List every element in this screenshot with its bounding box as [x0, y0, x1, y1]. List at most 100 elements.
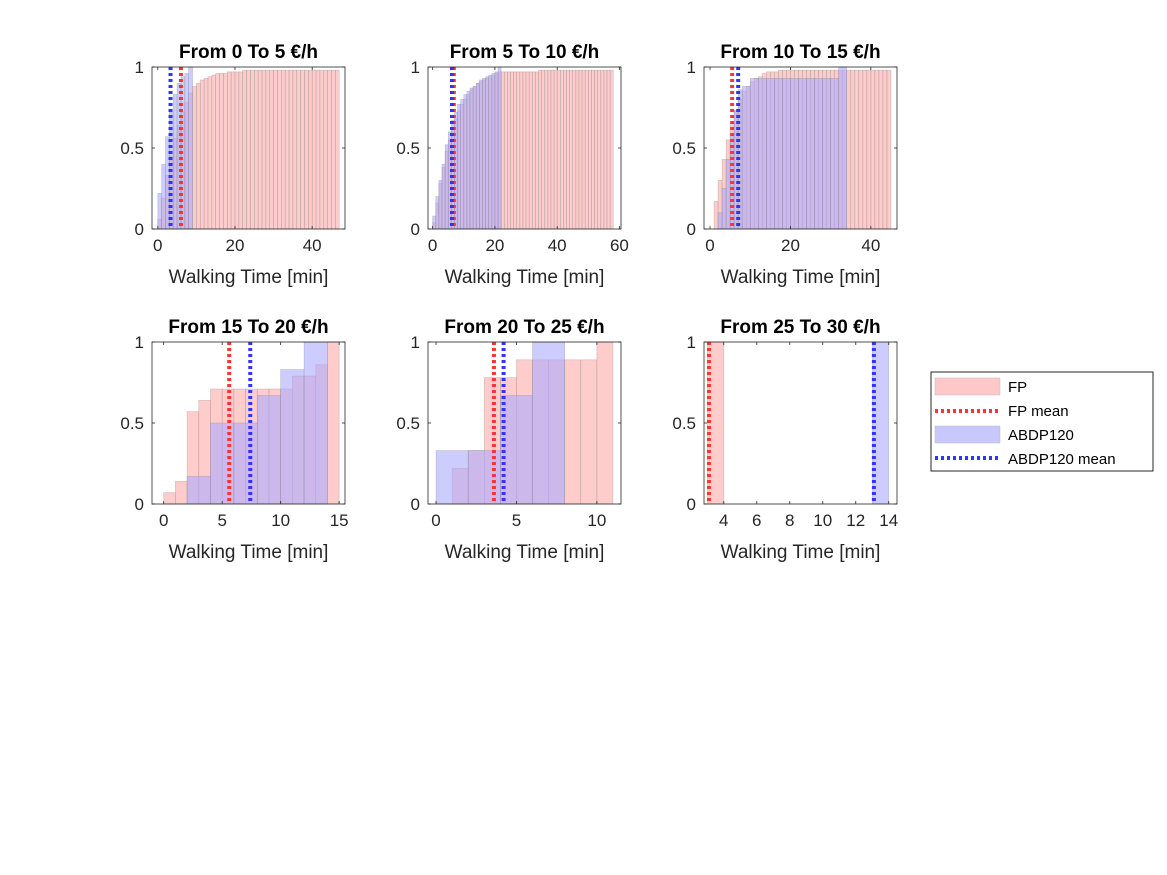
- bar: [319, 69, 325, 230]
- bar: [257, 69, 263, 230]
- bar: [541, 69, 546, 230]
- bar: [774, 78, 783, 230]
- panel-title: From 15 To 20 €/h: [168, 317, 328, 338]
- bar: [790, 78, 799, 230]
- bar: [233, 422, 258, 505]
- bar: [280, 369, 305, 505]
- bar: [457, 103, 461, 230]
- y-tick-label: 1: [411, 333, 420, 352]
- bar: [556, 69, 561, 230]
- plot-area: [704, 342, 897, 504]
- bar: [544, 69, 549, 230]
- bar: [256, 395, 281, 505]
- bar: [188, 66, 193, 230]
- bar: [870, 69, 876, 230]
- x-tick-label: 20: [781, 236, 800, 255]
- bar: [519, 71, 524, 230]
- bar: [535, 71, 539, 230]
- bar: [444, 144, 449, 230]
- x-tick-label: 10: [271, 511, 290, 530]
- bar: [491, 73, 496, 230]
- x-tick-label: 5: [512, 511, 521, 530]
- bar: [588, 69, 592, 230]
- legend-swatch-fp: [934, 377, 1001, 396]
- chart-panel-5: 0 5 10 0 0.5 1 From 20 To 25 €/h Walking Time […: [396, 317, 622, 563]
- x-axis-label: Walking Time [min]: [169, 542, 329, 563]
- bar: [749, 78, 759, 230]
- bar: [203, 78, 209, 230]
- bar: [858, 69, 864, 230]
- y-tick-label: 0.5: [672, 139, 696, 158]
- bar: [192, 86, 197, 230]
- bar: [572, 69, 577, 230]
- x-tick-label: 0: [153, 236, 162, 255]
- y-tick-label: 0: [411, 220, 420, 239]
- y-tick-label: 0.5: [672, 414, 696, 433]
- bar: [308, 69, 313, 230]
- bar: [494, 71, 499, 230]
- bar: [550, 69, 555, 230]
- bar: [862, 69, 868, 230]
- bar: [265, 69, 271, 230]
- bar: [219, 73, 224, 230]
- bar: [882, 69, 888, 230]
- bar: [822, 78, 831, 230]
- bar: [435, 196, 440, 230]
- bar: [223, 73, 228, 230]
- panel-title: From 10 To 15 €/h: [720, 42, 880, 63]
- bar: [596, 341, 614, 505]
- y-tick-label: 0.5: [396, 414, 420, 433]
- bar: [296, 69, 301, 230]
- bar: [485, 76, 490, 230]
- bar: [211, 74, 216, 230]
- bar: [581, 69, 586, 230]
- bar: [315, 69, 321, 230]
- x-tick-label: 6: [752, 511, 761, 530]
- y-tick-label: 1: [135, 58, 144, 77]
- bar: [303, 341, 328, 505]
- bar: [246, 69, 251, 230]
- bar: [850, 69, 856, 230]
- bar: [335, 69, 340, 230]
- x-axis-label: Walking Time [min]: [721, 542, 881, 563]
- chart-panel-1: 0 20 40 0 0.5 1 From 0 To 5 €/h Walking Time [m…: [120, 42, 346, 288]
- x-tick-label: 8: [785, 511, 794, 530]
- bar: [435, 450, 469, 505]
- bar: [516, 71, 521, 230]
- x-tick-label: 0: [705, 236, 714, 255]
- bar: [525, 71, 530, 230]
- bar: [563, 69, 567, 230]
- bar: [757, 78, 767, 230]
- bar: [161, 163, 166, 230]
- bar: [432, 215, 437, 230]
- legend-label-fp-mean: FP mean: [1008, 403, 1069, 420]
- legend-swatch-abdp120: [934, 425, 1001, 444]
- x-tick-label: 10: [587, 511, 606, 530]
- x-tick-label: 14: [879, 511, 898, 530]
- bar: [323, 69, 328, 230]
- bar: [488, 74, 493, 230]
- bar: [725, 159, 731, 230]
- bar: [500, 395, 533, 505]
- panel-title: From 20 To 25 €/h: [444, 317, 604, 338]
- bar: [606, 69, 611, 230]
- bar: [569, 69, 574, 230]
- bar: [500, 71, 505, 230]
- legend: FP FP mean ABDP120 ABDP120 mean: [930, 371, 1154, 472]
- bar: [163, 492, 176, 505]
- chart-panel-2: 0 20 40 60 0 0.5 1 From 5 To 10 €/h Walking Time…: [396, 42, 629, 288]
- bar: [234, 71, 240, 230]
- chart-panel-3: 0 20 40 0 0.5 1 From 10 To 15 €/h Walking Time …: [672, 42, 898, 288]
- bar: [878, 69, 884, 230]
- bar: [717, 212, 723, 230]
- bar: [304, 69, 309, 230]
- bar: [273, 69, 278, 230]
- x-tick-label: 40: [861, 236, 880, 255]
- series-abdp120-bars: [717, 66, 848, 230]
- y-tick-label: 1: [687, 58, 696, 77]
- bar: [838, 66, 848, 230]
- x-axis-label: Walking Time [min]: [721, 267, 881, 288]
- bar: [741, 86, 751, 230]
- bar: [327, 341, 340, 505]
